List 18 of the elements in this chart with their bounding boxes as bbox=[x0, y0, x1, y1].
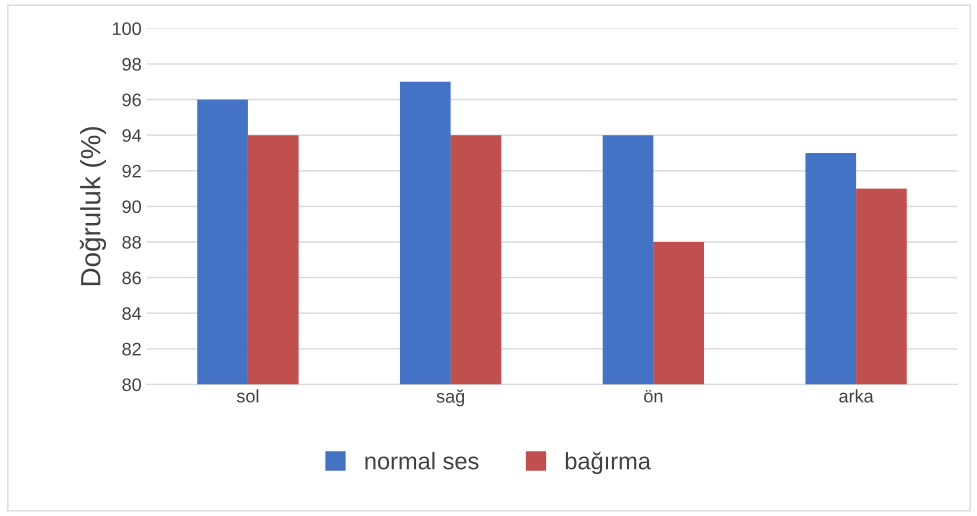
y-tick-label: 84 bbox=[122, 307, 142, 320]
y-axis-title: Doğruluk (%) bbox=[80, 127, 106, 286]
legend-label: bağırma bbox=[566, 452, 651, 474]
y-tick-label: 90 bbox=[122, 200, 141, 214]
x-tick-label: sol bbox=[236, 389, 258, 403]
y-tick-label: 82 bbox=[122, 342, 141, 356]
y-tick-label: 92 bbox=[122, 164, 141, 178]
y-tick-label: 88 bbox=[122, 236, 141, 249]
x-tick-label: arka bbox=[839, 389, 874, 403]
y-tick-label: 100 bbox=[112, 22, 141, 36]
legend-label: normal ses bbox=[365, 452, 478, 470]
x-tick-label: ön bbox=[644, 390, 662, 403]
y-tick-label: 80 bbox=[122, 378, 141, 392]
y-tick-label: 94 bbox=[122, 129, 142, 142]
y-tick-label: 98 bbox=[122, 58, 141, 71]
y-tick-label: 96 bbox=[122, 94, 141, 106]
y-tick-label: 86 bbox=[122, 272, 141, 284]
x-tick-label: sağ bbox=[436, 389, 464, 406]
